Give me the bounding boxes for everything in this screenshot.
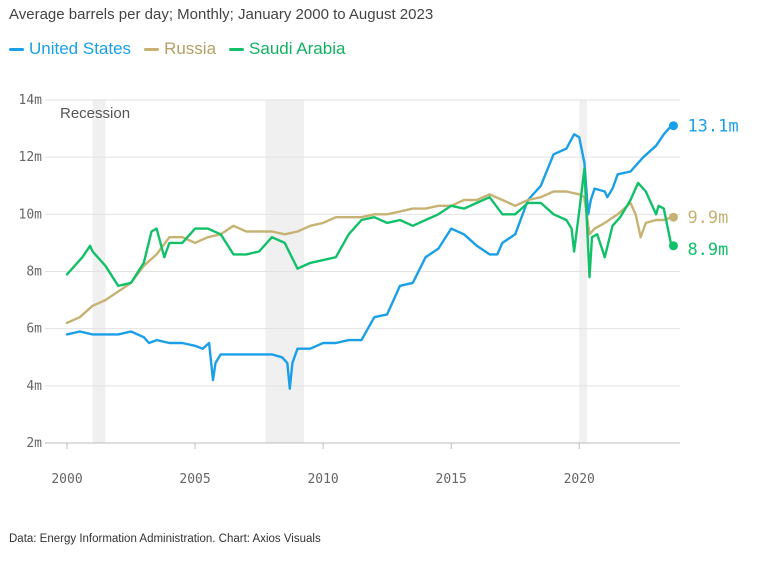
y-tick-label: 6m: [26, 322, 42, 337]
legend-swatch-saudi-arabia: [229, 47, 245, 51]
x-tick-label: 2020: [564, 472, 595, 487]
y-tick-label: 8m: [26, 265, 42, 280]
y-tick-label: 14m: [19, 93, 43, 108]
legend-item-united-states: United States: [9, 39, 131, 59]
y-tick-label: 4m: [26, 379, 42, 394]
y-tick-label: 12m: [19, 150, 43, 165]
end-point-united-states: [668, 121, 678, 131]
chart-subtitle: Average barrels per day; Monthly; Januar…: [9, 6, 434, 23]
line-chart: 2m 4m 6m 8m 10m 12m 14m 2000 2005 2010 2015 2020 Re…: [19, 93, 739, 487]
series-line-united-states: [65, 124, 673, 390]
series-lines: [65, 124, 673, 390]
legend-swatch-russia: [144, 47, 160, 51]
recession-annotation: Recession: [60, 105, 130, 122]
end-label-saudi-arabia: 8.9m: [687, 240, 728, 260]
x-tick-label: 2010: [307, 472, 338, 487]
y-tick-label: 10m: [19, 207, 43, 222]
legend-label-russia: Russia: [164, 39, 217, 58]
x-tick-label: 2005: [179, 472, 210, 487]
x-tick-label: 2000: [51, 472, 82, 487]
series-line-saudi-arabia: [65, 167, 673, 287]
legend-swatch-united-states: [9, 47, 24, 51]
chart-source: Data: Energy Information Administration.…: [9, 533, 321, 545]
end-point-russia: [668, 212, 678, 222]
gridlines: [45, 99, 680, 444]
end-label-united-states: 13.1m: [687, 117, 738, 137]
y-tick-label: 2m: [26, 436, 42, 451]
x-tick-label: 2015: [436, 472, 467, 487]
end-point-saudi-arabia: [668, 241, 678, 251]
axes: 2m 4m 6m 8m 10m 12m 14m 2000 2005 2010 2015 2020: [19, 93, 595, 487]
end-labels: 13.1m 9.9m 8.9m: [668, 117, 739, 260]
chart-legend: United States Russia Saudi Arabia: [9, 39, 345, 59]
legend-label-saudi-arabia: Saudi Arabia: [249, 39, 346, 58]
series-line-russia: [65, 190, 673, 325]
legend-item-russia: Russia: [144, 39, 216, 59]
legend-item-saudi-arabia: Saudi Arabia: [229, 39, 345, 59]
legend-label-united-states: United States: [29, 39, 132, 58]
end-label-russia: 9.9m: [687, 208, 728, 228]
